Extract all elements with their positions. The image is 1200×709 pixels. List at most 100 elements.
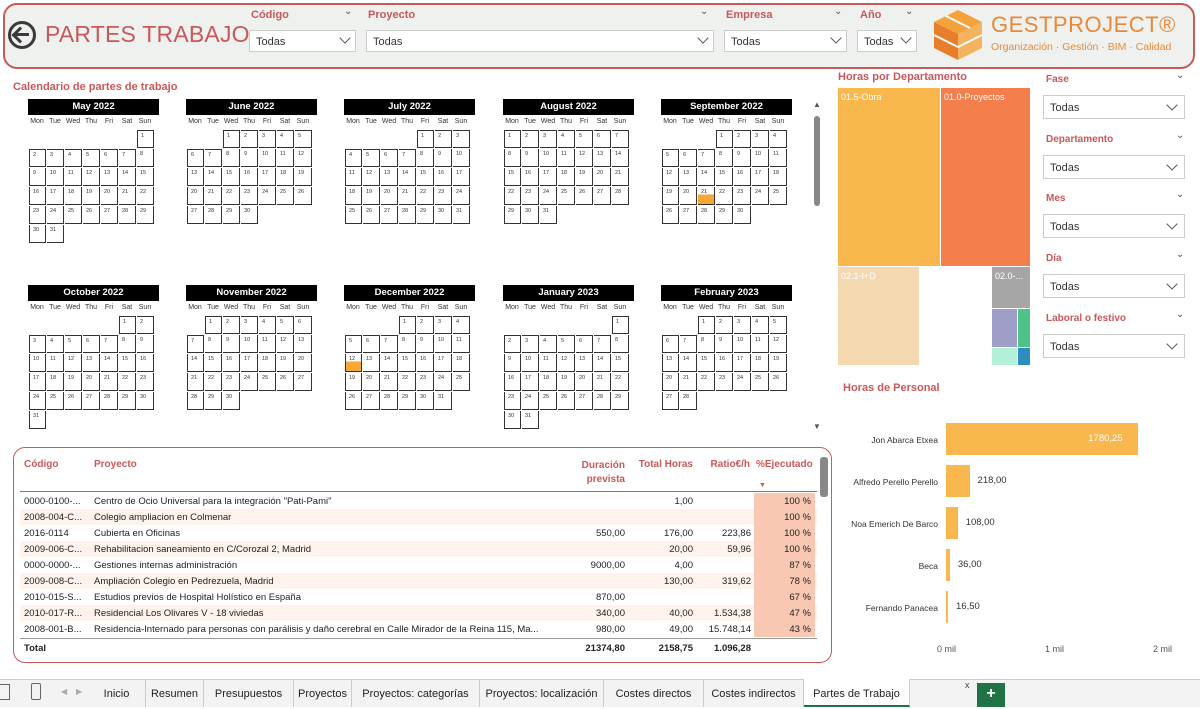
bar[interactable] <box>946 423 1139 455</box>
table-row[interactable]: 2010-015-S... Estudios previos de Hospita… <box>20 589 817 605</box>
calendar-day[interactable]: 14 <box>119 168 136 186</box>
calendar-day[interactable]: 5 <box>277 316 294 334</box>
calendar-day[interactable]: 15 <box>137 168 154 186</box>
calendar-day[interactable]: 14 <box>205 168 222 186</box>
calendar-day[interactable]: 20 <box>662 373 679 391</box>
scroll-up-icon[interactable]: ▲ <box>813 100 821 109</box>
calendar-day[interactable]: 7 <box>205 149 222 167</box>
calendar-day[interactable]: 14 <box>612 149 629 167</box>
calendar-day[interactable]: 2 <box>223 316 240 334</box>
calendar-day[interactable]: 4 <box>540 335 557 353</box>
calendar-day[interactable]: 28 <box>698 206 715 224</box>
calendar-day[interactable]: 9 <box>417 335 434 353</box>
calendar-day[interactable]: 7 <box>680 335 697 353</box>
calendar-day[interactable]: 5 <box>345 335 362 353</box>
tab-proyectos-categor-as[interactable]: Proyectos: categorías <box>352 679 480 707</box>
calendar-day[interactable]: 22 <box>119 373 136 391</box>
calendar-day[interactable]: 26 <box>770 373 787 391</box>
scroll-down-icon[interactable]: ▼ <box>813 422 821 431</box>
calendar-day[interactable]: 18 <box>770 168 787 186</box>
calendar-day[interactable]: 17 <box>522 373 539 391</box>
treemap-cell-small-4[interactable] <box>1018 348 1030 365</box>
calendar-day[interactable]: 21 <box>101 373 118 391</box>
calendar-day[interactable]: 31 <box>540 206 557 224</box>
calendar-day[interactable]: 29 <box>137 206 154 224</box>
chevron-down-icon[interactable]: ⌄ <box>1176 130 1185 141</box>
calendar-day[interactable]: 9 <box>29 168 46 186</box>
calendar-day[interactable]: 31 <box>453 206 470 224</box>
calendar-day[interactable]: 18 <box>453 354 470 372</box>
calendar-day[interactable]: 27 <box>680 206 697 224</box>
calendar-day[interactable]: 9 <box>241 149 258 167</box>
calendar-day[interactable]: 12 <box>83 168 100 186</box>
calendar-day[interactable]: 15 <box>716 168 733 186</box>
calendar-day[interactable]: 6 <box>576 335 593 353</box>
calendar-day[interactable]: 4 <box>47 335 64 353</box>
calendar-day[interactable]: 10 <box>734 335 751 353</box>
calendar-day[interactable]: 29 <box>205 392 222 410</box>
close-tab-icon[interactable]: x <box>965 680 970 690</box>
calendar-day[interactable]: 22 <box>205 373 222 391</box>
calendar-day[interactable]: 20 <box>576 373 593 391</box>
calendar-day[interactable]: 8 <box>716 149 733 167</box>
calendar-day[interactable]: 29 <box>417 206 434 224</box>
calendar-day[interactable]: 14 <box>399 168 416 186</box>
calendar-day[interactable]: 21 <box>187 373 204 391</box>
calendar-day[interactable]: 23 <box>716 373 733 391</box>
calendar-day[interactable]: 12 <box>65 354 82 372</box>
calendar-day[interactable]: 25 <box>47 392 64 410</box>
calendar-day[interactable]: 19 <box>576 168 593 186</box>
calendar-day[interactable]: 26 <box>345 392 362 410</box>
calendar-day[interactable]: 21 <box>594 373 611 391</box>
calendar-day[interactable]: 17 <box>47 187 64 205</box>
calendar-day[interactable]: 7 <box>612 130 629 148</box>
calendar-day[interactable]: 27 <box>662 392 679 410</box>
calendar-day[interactable]: 4 <box>558 130 575 148</box>
treemap-cell-obra[interactable]: 01.5-Obra <box>838 88 940 266</box>
chevron-down-icon[interactable]: ⌄ <box>1176 309 1185 320</box>
calendar-day[interactable]: 26 <box>277 373 294 391</box>
calendar-day[interactable]: 6 <box>295 316 312 334</box>
calendar-day[interactable]: 19 <box>83 187 100 205</box>
calendar-day[interactable]: 6 <box>662 335 679 353</box>
calendar-day[interactable]: 13 <box>295 335 312 353</box>
calendar-day[interactable]: 15 <box>698 354 715 372</box>
calendar-day[interactable]: 11 <box>453 335 470 353</box>
calendar-day[interactable]: 12 <box>558 354 575 372</box>
calendar-day[interactable]: 6 <box>187 149 204 167</box>
calendar-day[interactable]: 26 <box>662 206 679 224</box>
treemap-cell-other[interactable]: 02.0-... <box>992 267 1030 308</box>
calendar-day[interactable]: 11 <box>558 149 575 167</box>
calendar-day[interactable]: 20 <box>83 373 100 391</box>
calendar-day[interactable]: 5 <box>83 149 100 167</box>
calendar-day[interactable]: 8 <box>205 335 222 353</box>
calendar-day[interactable]: 22 <box>223 187 240 205</box>
calendar-day[interactable]: 30 <box>435 206 452 224</box>
calendar-day[interactable]: 8 <box>137 149 154 167</box>
col-header-ejecutado[interactable]: %Ejecutado <box>756 459 813 470</box>
calendar-day[interactable]: 10 <box>752 149 769 167</box>
calendar-day[interactable]: 22 <box>612 373 629 391</box>
side-filter-dropdown[interactable]: Todas <box>1043 214 1185 238</box>
calendar-day[interactable]: 13 <box>363 354 380 372</box>
calendar-day[interactable]: 12 <box>770 335 787 353</box>
tab-costes-indirectos[interactable]: Costes indirectos <box>704 679 804 707</box>
calendar-day[interactable]: 2 <box>29 149 46 167</box>
side-filter-dropdown[interactable]: Todas <box>1043 274 1185 298</box>
calendar-day[interactable]: 28 <box>680 392 697 410</box>
calendar-day[interactable]: 25 <box>65 206 82 224</box>
calendar-day[interactable]: 4 <box>453 316 470 334</box>
calendar-day[interactable]: 17 <box>435 354 452 372</box>
calendar-day[interactable]: 19 <box>770 354 787 372</box>
calendar-day[interactable]: 30 <box>29 225 46 243</box>
calendar-day[interactable]: 24 <box>522 392 539 410</box>
calendar-day[interactable]: 7 <box>187 335 204 353</box>
calendar-day[interactable]: 30 <box>241 206 258 224</box>
calendar-day[interactable]: 14 <box>187 354 204 372</box>
calendar-day[interactable]: 11 <box>540 354 557 372</box>
calendar-day[interactable]: 15 <box>399 354 416 372</box>
calendar-day[interactable]: 16 <box>137 354 154 372</box>
calendar-day[interactable]: 20 <box>101 187 118 205</box>
calendar-day[interactable]: 22 <box>698 373 715 391</box>
calendar-day[interactable]: 25 <box>453 373 470 391</box>
